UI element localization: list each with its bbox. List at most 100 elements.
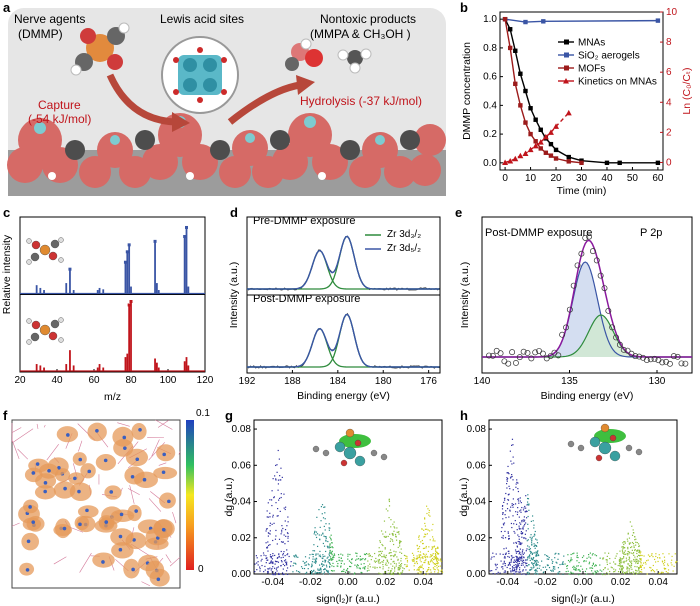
nci-point bbox=[525, 563, 527, 565]
nci-point bbox=[317, 569, 319, 571]
nci-point bbox=[312, 550, 314, 552]
nci-point bbox=[283, 507, 285, 509]
nci-point bbox=[508, 563, 511, 565]
nci-point bbox=[656, 569, 658, 571]
nci-point bbox=[345, 569, 348, 572]
nci-point bbox=[573, 568, 575, 570]
nci-point bbox=[268, 568, 270, 570]
nci-point bbox=[528, 504, 530, 506]
nci-point bbox=[530, 534, 532, 536]
y-axis-label: dg (a.u.) bbox=[223, 477, 235, 516]
nci-point bbox=[657, 560, 659, 563]
nci-point bbox=[516, 481, 518, 484]
nci-point bbox=[639, 552, 641, 554]
nci-point bbox=[626, 566, 628, 568]
nci-point bbox=[533, 543, 535, 545]
nci-point bbox=[531, 515, 534, 517]
data-point bbox=[597, 272, 604, 279]
nci-point bbox=[388, 552, 390, 554]
data-point bbox=[674, 353, 681, 360]
nci-point bbox=[621, 568, 623, 570]
nci-point bbox=[256, 562, 258, 564]
nci-point bbox=[274, 475, 276, 477]
nci-point bbox=[525, 530, 527, 532]
nci-point bbox=[400, 548, 402, 550]
nci-point bbox=[425, 533, 427, 536]
nci-point bbox=[418, 554, 420, 556]
nci-point bbox=[619, 565, 621, 567]
nci-point bbox=[425, 547, 427, 549]
nci-point bbox=[609, 557, 611, 560]
nci-point bbox=[321, 563, 323, 565]
nci-point bbox=[518, 535, 520, 538]
nci-point bbox=[315, 561, 317, 563]
nci-point bbox=[313, 531, 316, 533]
nci-point bbox=[594, 554, 596, 556]
nci-point bbox=[505, 571, 507, 573]
nci-point bbox=[623, 555, 625, 558]
nci-point bbox=[517, 482, 519, 484]
panel-c: c 20 40 60 80 100 120 m/z Relative intensity bbox=[0, 205, 220, 405]
nci-point bbox=[608, 573, 610, 575]
panel-label-a: a bbox=[3, 0, 11, 15]
nci-point bbox=[510, 555, 513, 557]
nci-point bbox=[398, 568, 400, 570]
nci-point bbox=[650, 570, 652, 572]
atom bbox=[577, 444, 585, 452]
nci-point bbox=[393, 568, 396, 570]
nci-point bbox=[276, 515, 278, 517]
nci-point bbox=[424, 522, 426, 525]
nci-point bbox=[286, 532, 289, 534]
nci-point bbox=[565, 571, 567, 573]
nci-point bbox=[384, 570, 386, 573]
nci-point bbox=[378, 562, 380, 564]
nci-point bbox=[618, 568, 621, 570]
nci-point bbox=[630, 572, 633, 574]
nci-point bbox=[517, 540, 519, 543]
nci-point bbox=[504, 530, 506, 533]
nci-point bbox=[520, 509, 522, 511]
nci-point bbox=[519, 567, 521, 569]
nci-point bbox=[400, 572, 402, 574]
nci-point bbox=[639, 555, 641, 557]
nci-point bbox=[502, 513, 504, 515]
nci-point bbox=[623, 541, 625, 543]
nci-point bbox=[526, 572, 528, 574]
nci-point bbox=[436, 560, 438, 562]
data-point bbox=[533, 139, 538, 144]
nci-point bbox=[552, 570, 554, 572]
atom bbox=[598, 441, 612, 455]
nci-point bbox=[294, 556, 296, 558]
nci-point bbox=[663, 556, 666, 558]
nci-point bbox=[619, 572, 621, 575]
density-blob bbox=[123, 558, 140, 579]
nci-point bbox=[634, 539, 636, 541]
nci-point bbox=[378, 551, 380, 553]
nci-point bbox=[277, 507, 279, 510]
nci-point bbox=[384, 564, 387, 566]
nci-point bbox=[422, 557, 424, 560]
data-point bbox=[578, 250, 585, 257]
atom bbox=[354, 455, 366, 467]
nci-point bbox=[619, 564, 621, 566]
nci-point bbox=[535, 559, 537, 561]
nci-point bbox=[424, 561, 426, 564]
nci-point bbox=[626, 572, 628, 574]
nci-point bbox=[266, 510, 268, 512]
nci-point bbox=[520, 523, 522, 525]
density-core bbox=[62, 526, 67, 531]
nci-point bbox=[432, 553, 434, 555]
nci-point bbox=[499, 572, 501, 574]
data-point bbox=[523, 19, 528, 25]
nci-point bbox=[385, 556, 387, 558]
nci-point bbox=[267, 516, 269, 518]
nci-point bbox=[336, 560, 338, 563]
nci-point bbox=[437, 546, 439, 548]
nci-point bbox=[536, 552, 539, 554]
x-axis-tick-label: 60 bbox=[652, 173, 664, 184]
nci-point bbox=[418, 566, 420, 569]
nci-point bbox=[275, 502, 277, 504]
nci-point bbox=[429, 556, 431, 558]
nci-point bbox=[516, 567, 518, 569]
nci-point bbox=[639, 560, 641, 562]
